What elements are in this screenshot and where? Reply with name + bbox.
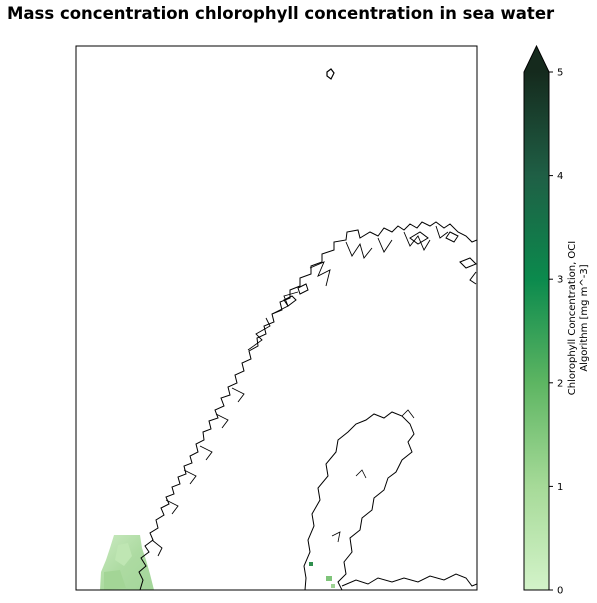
colorbar-tick-label: 1 — [557, 482, 563, 493]
colorbar-ticks: 0 1 2 3 4 5 — [549, 68, 563, 597]
colorbar-label-line2: Algorithm [mg m^-3] — [579, 264, 590, 371]
coastline-norway — [138, 221, 477, 590]
coastline-finland-south — [341, 573, 477, 587]
chlorophyll-point — [326, 576, 332, 581]
coastline-inland-detail — [331, 409, 415, 543]
colorbar-tick-label: 0 — [557, 586, 563, 597]
colorbar-extend-arrow — [524, 46, 549, 72]
colorbar-tick-label: 3 — [557, 275, 563, 286]
colorbar-tick-label: 5 — [557, 68, 563, 79]
coastline-island-north — [326, 68, 335, 80]
colorbar-frame — [523, 44, 550, 591]
chlorophyll-point — [331, 584, 335, 588]
colorbar-gradient — [524, 72, 549, 590]
figure-title: Mass concentration chlorophyll concentra… — [7, 4, 555, 23]
map-background — [76, 46, 477, 590]
colorbar-label-line1: Chlorophyll Concentration, OCI — [567, 241, 578, 395]
coastline-fjords — [151, 225, 449, 557]
colorbar-tick-label: 2 — [557, 378, 563, 389]
chlorophyll-point — [309, 562, 313, 566]
chlorophyll-swath-patch — [104, 570, 126, 590]
map-frame — [75, 45, 478, 591]
coastline-bothnia — [303, 411, 415, 590]
chlorophyll-swath-patch — [115, 543, 132, 566]
map-content — [100, 68, 477, 590]
colorbar-tick-label: 4 — [557, 171, 563, 182]
map-axes — [75, 45, 478, 591]
coastline-islands — [283, 231, 477, 307]
colorbar: 0 1 2 3 4 5 Chlorophyll Concentration, OCI Al… — [523, 44, 590, 597]
